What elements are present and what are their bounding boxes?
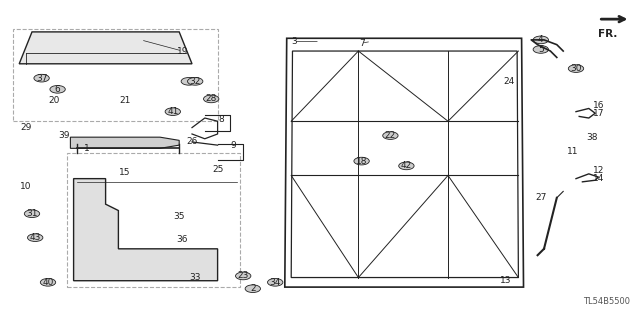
- Polygon shape: [19, 32, 192, 64]
- Text: 43: 43: [29, 233, 41, 242]
- Polygon shape: [74, 179, 218, 281]
- Text: 12: 12: [593, 166, 604, 175]
- Text: 27: 27: [535, 193, 547, 202]
- Text: 13: 13: [500, 276, 511, 285]
- Text: 34: 34: [269, 278, 281, 287]
- Circle shape: [50, 85, 65, 93]
- Circle shape: [568, 65, 584, 72]
- Text: 37: 37: [36, 74, 47, 83]
- Text: 24: 24: [503, 77, 515, 86]
- Text: 32: 32: [189, 77, 201, 86]
- Text: 2: 2: [250, 284, 255, 293]
- Text: 15: 15: [119, 168, 131, 177]
- Text: 25: 25: [212, 165, 223, 174]
- Text: 14: 14: [593, 174, 604, 183]
- Text: 40: 40: [42, 278, 54, 287]
- Text: 21: 21: [119, 96, 131, 105]
- Text: 10: 10: [20, 182, 31, 191]
- Text: 8: 8: [218, 115, 223, 124]
- Text: TL54B5500: TL54B5500: [584, 297, 630, 306]
- Text: 9: 9: [231, 141, 236, 150]
- Text: 41: 41: [167, 107, 179, 116]
- Circle shape: [204, 95, 219, 103]
- Text: 3: 3: [292, 37, 297, 46]
- Text: 5: 5: [538, 45, 543, 54]
- Circle shape: [533, 36, 548, 44]
- Text: 29: 29: [20, 123, 31, 132]
- Text: 22: 22: [385, 131, 396, 140]
- Text: 1: 1: [84, 144, 89, 153]
- Circle shape: [165, 108, 180, 115]
- Text: 18: 18: [356, 157, 367, 166]
- Circle shape: [236, 272, 251, 280]
- Circle shape: [533, 46, 548, 53]
- Text: 36: 36: [177, 235, 188, 244]
- Circle shape: [354, 157, 369, 165]
- Bar: [67, 153, 240, 287]
- Text: 42: 42: [401, 161, 412, 170]
- Circle shape: [383, 132, 398, 139]
- Circle shape: [188, 78, 203, 85]
- Circle shape: [28, 234, 43, 241]
- Bar: [13, 29, 218, 121]
- Text: 35: 35: [173, 212, 185, 221]
- Text: FR.: FR.: [598, 29, 618, 39]
- Text: 33: 33: [189, 273, 201, 282]
- Circle shape: [245, 285, 260, 293]
- Circle shape: [268, 278, 283, 286]
- Text: 16: 16: [593, 101, 604, 110]
- Text: 26: 26: [186, 137, 198, 146]
- Text: 31: 31: [26, 209, 38, 218]
- Text: 17: 17: [593, 109, 604, 118]
- Circle shape: [34, 74, 49, 82]
- Circle shape: [181, 78, 196, 85]
- Text: 7: 7: [359, 39, 364, 48]
- Polygon shape: [70, 137, 179, 148]
- Text: 23: 23: [237, 271, 249, 280]
- Text: 39: 39: [58, 131, 70, 140]
- Circle shape: [399, 162, 414, 170]
- Text: 11: 11: [567, 147, 579, 156]
- Text: 6: 6: [55, 85, 60, 94]
- Text: 38: 38: [586, 133, 598, 142]
- Circle shape: [40, 278, 56, 286]
- Text: 30: 30: [570, 64, 582, 73]
- Text: 4: 4: [538, 35, 543, 44]
- Circle shape: [24, 210, 40, 218]
- Text: 20: 20: [49, 96, 60, 105]
- Text: 28: 28: [205, 94, 217, 103]
- Text: 19: 19: [177, 47, 188, 56]
